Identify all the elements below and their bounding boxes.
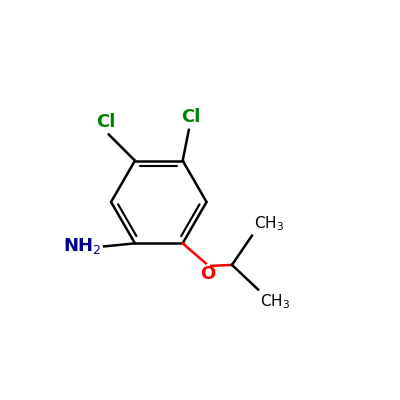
Text: NH$_2$: NH$_2$	[63, 236, 102, 256]
Text: Cl: Cl	[96, 113, 115, 131]
Text: CH$_3$: CH$_3$	[260, 293, 290, 311]
Text: CH$_3$: CH$_3$	[254, 214, 284, 232]
Text: Cl: Cl	[181, 108, 200, 126]
Text: O: O	[200, 265, 215, 283]
